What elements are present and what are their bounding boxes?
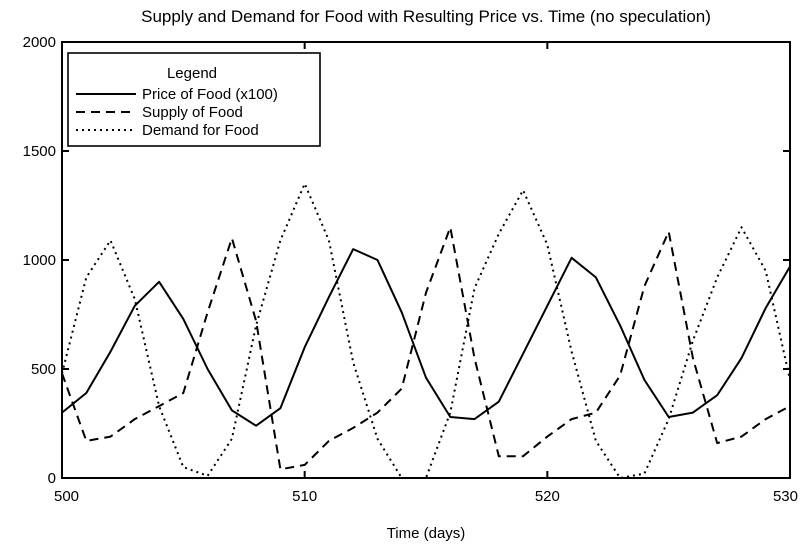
legend-title: Legend — [167, 65, 217, 82]
y-tick-label: 0 — [48, 470, 56, 487]
series-line-3 — [62, 184, 790, 478]
series-line-2 — [62, 227, 790, 469]
y-tick-label: 1000 — [23, 252, 56, 269]
x-tick-label: 500 — [54, 488, 79, 505]
legend: Legend Price of Food (x100)Supply of Foo… — [68, 53, 320, 146]
x-tick-label: 530 — [773, 488, 798, 505]
legend-label-1: Price of Food (x100) — [142, 86, 278, 103]
y-tick-label: 2000 — [23, 34, 56, 51]
chart-title: Supply and Demand for Food with Resultin… — [141, 7, 711, 26]
plot-area — [62, 184, 790, 478]
y-tick-label: 1500 — [23, 143, 56, 160]
x-tick-label: 520 — [535, 488, 560, 505]
x-tick-label: 510 — [292, 488, 317, 505]
legend-label-3: Demand for Food — [142, 122, 259, 139]
legend-label-2: Supply of Food — [142, 104, 243, 121]
y-tick-label: 500 — [31, 361, 56, 378]
x-axis-label: Time (days) — [387, 525, 466, 542]
